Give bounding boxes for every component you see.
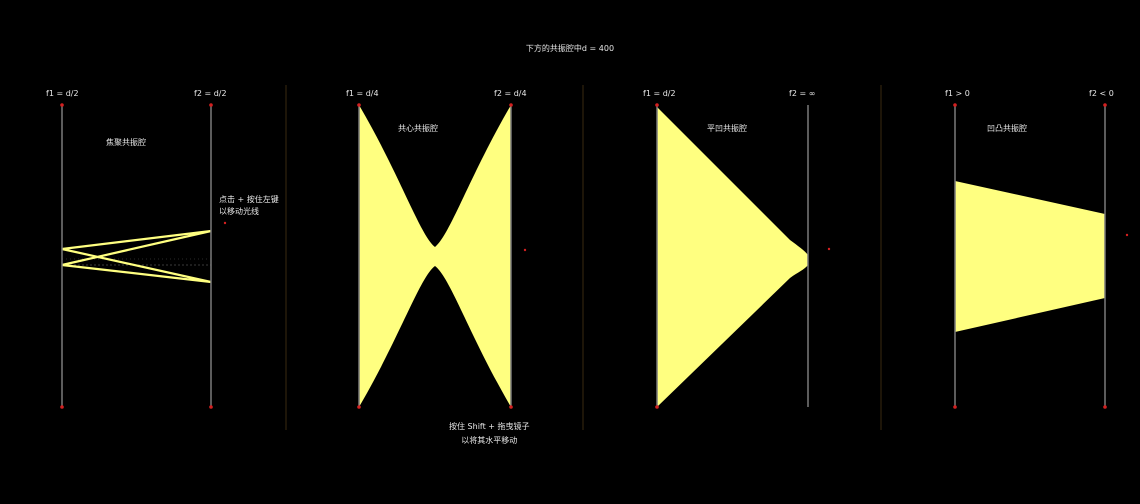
page-title: 下方的共振腔中d = 400 bbox=[525, 44, 615, 53]
hint-line: 点击 + 按住左键 bbox=[219, 195, 279, 204]
mirror-end-handle[interactable] bbox=[655, 405, 659, 409]
beam-envelope bbox=[955, 181, 1105, 332]
cavity-label: 焦聚共振腔 bbox=[106, 138, 146, 147]
mirror-label-right: f2 = ∞ bbox=[789, 89, 816, 98]
mirror-label-left: f1 = d/4 bbox=[346, 89, 379, 98]
light-ray[interactable] bbox=[61, 229, 212, 284]
cavity-label: 平凹共振腔 bbox=[707, 124, 747, 133]
mirror-end-handle[interactable] bbox=[357, 405, 361, 409]
mirror-label-right: f2 = d/4 bbox=[494, 89, 527, 98]
shift-drag-hint: 按住 Shift + 拖曳镜子 以将其水平移动 bbox=[449, 420, 530, 448]
cavity-label: 凹凸共振腔 bbox=[987, 124, 1027, 133]
ray-start-marker[interactable] bbox=[1125, 233, 1129, 237]
mirror-end-handle[interactable] bbox=[953, 405, 957, 409]
ray-start-marker[interactable] bbox=[223, 221, 227, 225]
mirror-end-handle[interactable] bbox=[509, 103, 513, 107]
mirror-end-handle[interactable] bbox=[509, 405, 513, 409]
beam-envelope bbox=[657, 107, 808, 407]
mirror-label-right: f2 < 0 bbox=[1089, 89, 1114, 98]
panel-convex-concave bbox=[953, 103, 1129, 409]
panel-plano-concave bbox=[655, 103, 831, 409]
mirror-end-handle[interactable] bbox=[655, 103, 659, 107]
mirror-end-handle[interactable] bbox=[1103, 405, 1107, 409]
beam-envelope bbox=[359, 105, 511, 407]
hint-line: 以将其水平移动 bbox=[461, 436, 518, 445]
mirror-label-left: f1 = d/2 bbox=[46, 89, 79, 98]
drag-ray-hint: 点击 + 按住左键 以移动光线 bbox=[219, 194, 279, 218]
mirror-end-handle[interactable] bbox=[1103, 103, 1107, 107]
ray-start-marker[interactable] bbox=[523, 248, 527, 252]
mirror-label-right: f2 = d/2 bbox=[194, 89, 227, 98]
hint-line: 按住 Shift + 拖曳镜子 bbox=[449, 422, 530, 431]
mirror-label-left: f1 > 0 bbox=[945, 89, 970, 98]
ray-start-marker[interactable] bbox=[827, 247, 831, 251]
mirror-end-handle[interactable] bbox=[953, 103, 957, 107]
cavity-label: 共心共振腔 bbox=[398, 124, 438, 133]
mirror-end-handle[interactable] bbox=[209, 405, 213, 409]
mirror-end-handle[interactable] bbox=[357, 103, 361, 107]
mirror-label-left: f1 = d/2 bbox=[643, 89, 676, 98]
mirror-end-handle[interactable] bbox=[60, 103, 64, 107]
panel-confocal bbox=[60, 103, 227, 409]
mirror-end-handle[interactable] bbox=[60, 405, 64, 409]
mirror-end-handle[interactable] bbox=[209, 103, 213, 107]
hint-line: 以移动光线 bbox=[219, 207, 259, 216]
panel-concentric bbox=[357, 103, 527, 409]
